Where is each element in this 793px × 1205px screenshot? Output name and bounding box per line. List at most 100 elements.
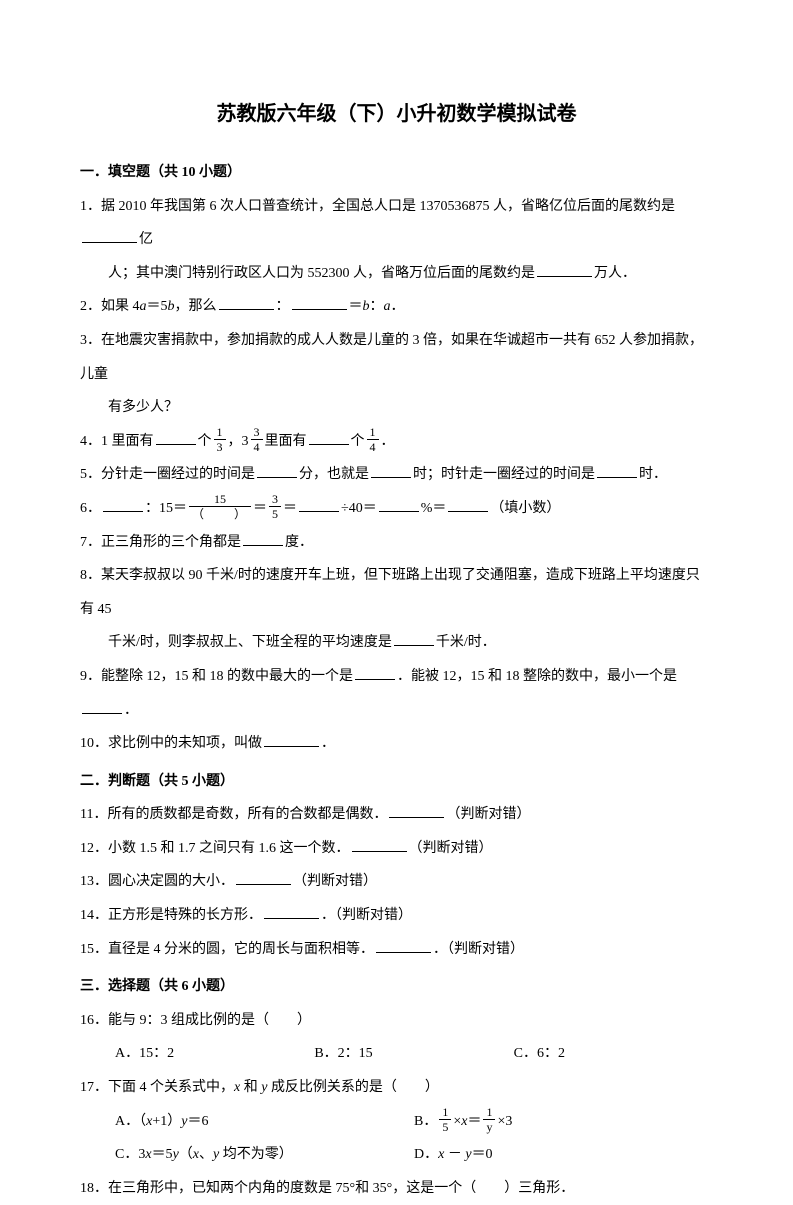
q2-text-b: ＝5 bbox=[147, 299, 168, 314]
section-1-header: 一．填空题（共 10 小题） bbox=[80, 156, 713, 190]
option-b: B．2：15 bbox=[314, 1037, 513, 1071]
q13-text-a: 13．圆心决定圆的大小． bbox=[80, 874, 234, 889]
q15-text-b: ．（判断对错） bbox=[433, 942, 524, 957]
question-14: 14．正方形是特殊的长方形． ．（判断对错） bbox=[80, 899, 713, 933]
option-d: D．x － y＝0 bbox=[414, 1138, 713, 1172]
question-7: 7．正三角形的三个角都是 度． bbox=[80, 526, 713, 560]
q7-text-b: 度． bbox=[285, 535, 313, 550]
question-18: 18．在三角形中，已知两个内角的度数是 75°和 35°，这是一个（ ）三角形． bbox=[80, 1172, 713, 1205]
q1-text-a: 1．据 2010 年我国第 6 次人口普查统计，全国总人口是 137053687… bbox=[80, 199, 675, 214]
question-11: 11．所有的质数都是奇数，所有的合数都是偶数． （判断对错） bbox=[80, 798, 713, 832]
var-b: b bbox=[363, 299, 370, 314]
q17-text-b: 和 bbox=[240, 1080, 261, 1095]
q12-text-b: （判断对错） bbox=[409, 841, 493, 856]
option-a: A．15：2 bbox=[115, 1037, 314, 1071]
fraction-1-y: 1y bbox=[483, 1106, 495, 1133]
question-4: 4．1 里面有个13，334里面有个14． bbox=[80, 425, 713, 459]
fraction-15-blank: 15（ ） bbox=[189, 493, 251, 520]
blank bbox=[448, 496, 488, 512]
q10-text-a: 10．求比例中的未知项，叫做 bbox=[80, 736, 262, 751]
blank bbox=[371, 462, 411, 478]
q5-text-c: 时；时针走一圈经过的时间是 bbox=[413, 467, 595, 482]
q6-text-f: %＝ bbox=[421, 501, 447, 516]
question-2: 2．如果 4a＝5b，那么：＝b：a． bbox=[80, 290, 713, 324]
section-2-header: 二．判断题（共 5 小题） bbox=[80, 765, 713, 799]
q6-text-e: ÷40＝ bbox=[341, 501, 377, 516]
q14-text-b: ．（判断对错） bbox=[321, 908, 412, 923]
q6-text-c: ＝ bbox=[253, 501, 267, 516]
q4-text-f: ． bbox=[381, 434, 395, 449]
q2-text-g: ． bbox=[391, 299, 405, 314]
blank bbox=[264, 903, 319, 919]
q1-text-d: 万人． bbox=[594, 266, 636, 281]
question-3-cont: 有多少人？ bbox=[80, 391, 713, 425]
question-15: 15．直径是 4 分米的圆，它的周长与面积相等． ．（判断对错） bbox=[80, 933, 713, 967]
blank bbox=[264, 731, 319, 747]
blank bbox=[394, 630, 434, 646]
blank bbox=[292, 294, 347, 310]
question-3: 3．在地震灾害捐款中，参加捐款的成人人数是儿童的 3 倍，如果在华诚超市一共有 … bbox=[80, 324, 713, 391]
q11-text-a: 11．所有的质数都是奇数，所有的合数都是偶数． bbox=[80, 807, 387, 822]
q6-text-a: 6． bbox=[80, 501, 101, 516]
q14-text-a: 14．正方形是特殊的长方形． bbox=[80, 908, 262, 923]
blank bbox=[82, 698, 122, 714]
q9-text-c: ． bbox=[124, 703, 138, 718]
q15-text-a: 15．直径是 4 分米的圆，它的周长与面积相等． bbox=[80, 942, 374, 957]
question-17-options: A．（x+1）y＝6 B．15×x＝1y×3 C．3x＝5y（x、y 均不为零）… bbox=[80, 1105, 713, 1172]
blank bbox=[219, 294, 274, 310]
page-title: 苏教版六年级（下）小升初数学模拟试卷 bbox=[80, 90, 713, 138]
q11-text-b: （判断对错） bbox=[446, 807, 530, 822]
question-10: 10．求比例中的未知项，叫做 ． bbox=[80, 727, 713, 761]
option-b: B．15×x＝1y×3 bbox=[414, 1105, 713, 1139]
q2-text-d: ： bbox=[276, 299, 290, 314]
fraction-1-3: 13 bbox=[214, 426, 226, 453]
q2-text-a: 2．如果 4 bbox=[80, 299, 140, 314]
q17-text-c: 成反比例关系的是（ ） bbox=[267, 1080, 439, 1095]
q1-text-c: 人；其中澳门特别行政区人口为 552300 人，省略万位后面的尾数约是 bbox=[108, 266, 535, 281]
fraction-1-5: 15 bbox=[439, 1106, 451, 1133]
q5-text-d: 时． bbox=[639, 467, 667, 482]
option-a: A．（x+1）y＝6 bbox=[115, 1105, 414, 1139]
q10-text-b: ． bbox=[321, 736, 335, 751]
blank bbox=[82, 227, 137, 243]
q5-text-a: 5．分针走一圈经过的时间是 bbox=[80, 467, 255, 482]
blank bbox=[309, 429, 349, 445]
q7-text-a: 7．正三角形的三个角都是 bbox=[80, 535, 241, 550]
q6-text-d: ＝ bbox=[283, 501, 297, 516]
var-a: a bbox=[140, 299, 147, 314]
fraction-3-4: 34 bbox=[251, 426, 263, 453]
blank bbox=[376, 937, 431, 953]
question-16: 16．能与 9：3 组成比例的是（ ） bbox=[80, 1004, 713, 1038]
q4-text-b: 个 bbox=[198, 434, 212, 449]
blank bbox=[389, 802, 444, 818]
q8-text-c: 千米/时． bbox=[436, 635, 496, 650]
q8-text-b: 千米/时，则李叔叔上、下班全程的平均速度是 bbox=[108, 635, 392, 650]
option-c: C．6：2 bbox=[514, 1037, 713, 1071]
q1-text-b: 亿 bbox=[139, 232, 153, 247]
q2-text-f: ： bbox=[370, 299, 384, 314]
q4-text-d: 里面有 bbox=[265, 434, 307, 449]
q12-text-a: 12．小数 1.5 和 1.7 之间只有 1.6 这一个数． bbox=[80, 841, 350, 856]
blank bbox=[299, 496, 339, 512]
q2-text-c: ，那么 bbox=[175, 299, 217, 314]
blank bbox=[537, 261, 592, 277]
blank bbox=[379, 496, 419, 512]
blank bbox=[103, 496, 143, 512]
option-c: C．3x＝5y（x、y 均不为零） bbox=[115, 1138, 414, 1172]
question-17: 17．下面 4 个关系式中，x 和 y 成反比例关系的是（ ） bbox=[80, 1071, 713, 1105]
q5-text-b: 分，也就是 bbox=[299, 467, 369, 482]
q4-text-e: 个 bbox=[351, 434, 365, 449]
blank bbox=[156, 429, 196, 445]
question-13: 13．圆心决定圆的大小．（判断对错） bbox=[80, 865, 713, 899]
question-12: 12．小数 1.5 和 1.7 之间只有 1.6 这一个数． （判断对错） bbox=[80, 832, 713, 866]
fraction-3-5: 35 bbox=[269, 493, 281, 520]
q2-text-e: ＝ bbox=[349, 299, 363, 314]
blank bbox=[597, 462, 637, 478]
q9-text-a: 9．能整除 12，15 和 18 的数中最大的一个是 bbox=[80, 669, 353, 684]
question-1: 1．据 2010 年我国第 6 次人口普查统计，全国总人口是 137053687… bbox=[80, 190, 713, 257]
question-5: 5．分针走一圈经过的时间是 分，也就是 时；时针走一圈经过的时间是 时． bbox=[80, 458, 713, 492]
question-1-cont: 人；其中澳门特别行政区人口为 552300 人，省略万位后面的尾数约是 万人． bbox=[80, 257, 713, 291]
var-b: b bbox=[168, 299, 175, 314]
blank bbox=[236, 869, 291, 885]
q6-text-b: ：15＝ bbox=[145, 501, 187, 516]
